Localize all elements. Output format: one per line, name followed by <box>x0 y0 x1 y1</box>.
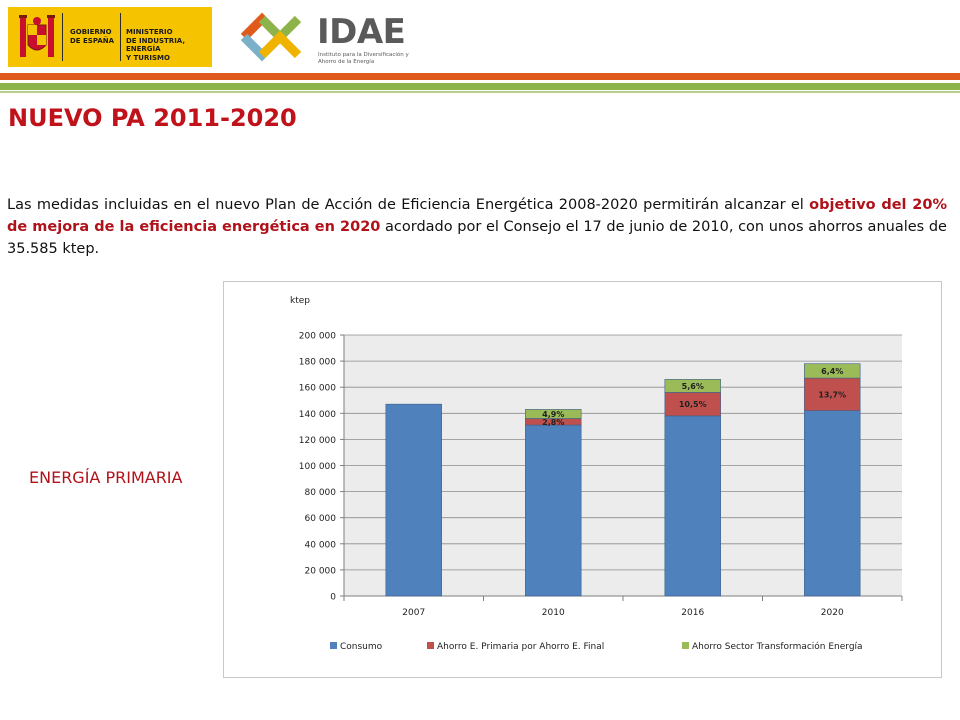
y-tick-label: 60 000 <box>305 514 337 524</box>
stacked-bar-chart: 0 20 000 40 000 60 000 80 000 100 000 120 000 1… <box>290 296 903 652</box>
bar-segment <box>664 379 721 393</box>
y-tick-label: 0 <box>330 593 336 603</box>
coat-of-arms-icon <box>19 15 55 57</box>
legend-swatch <box>330 642 337 649</box>
bar-segment <box>804 363 861 379</box>
divider <box>62 13 63 61</box>
y-tick-label: 40 000 <box>305 540 337 550</box>
header-band-orange <box>0 73 960 80</box>
data-label: 5,6% <box>682 382 704 391</box>
chart-container: 0 20 000 40 000 60 000 80 000 100 000 120 000 1… <box>223 281 942 678</box>
idae-wordmark: IDAE <box>317 12 406 52</box>
y-tick-label: 200 000 <box>299 332 336 342</box>
x-tick-label: 2020 <box>821 608 844 618</box>
bar-segment <box>525 409 582 419</box>
y-tick-label: 180 000 <box>299 358 336 368</box>
y-tick-label: 120 000 <box>299 436 336 446</box>
x-tick-label: 2007 <box>402 608 425 618</box>
header-band-green-thin <box>0 91 960 93</box>
y-tick-label: 80 000 <box>305 488 337 498</box>
bar-segment <box>804 377 861 411</box>
ministerio-text: MINISTERIO DE INDUSTRIA, ENERGÍA Y TURIS… <box>126 28 186 62</box>
data-label: 13,7% <box>818 390 846 399</box>
bar-segment <box>804 410 861 597</box>
gobierno-logo: GOBIERNO DE ESPAÑA MINISTERIO DE INDUSTR… <box>8 7 212 67</box>
legend-swatch <box>682 642 689 649</box>
x-tick-label: 2016 <box>681 608 704 618</box>
header: GOBIERNO DE ESPAÑA MINISTERIO DE INDUSTR… <box>0 0 960 76</box>
idae-subtitle: Instituto para la Diversificación y Ahor… <box>318 52 409 65</box>
idae-emblem-icon <box>240 12 302 62</box>
header-band-green <box>0 83 960 90</box>
page-title: NUEVO PA 2011-2020 <box>8 104 297 132</box>
data-label: 10,5% <box>679 400 707 409</box>
intro-highlight: objetivo del 20% de mejora de la eficien… <box>7 197 947 235</box>
idae-logo: IDAE Instituto para la Diversificación y… <box>222 4 422 70</box>
x-tick-label: 2010 <box>542 608 565 618</box>
data-label: 2,8% <box>542 418 564 427</box>
y-axis-label: ktep <box>290 296 310 306</box>
intro-text: acordado por el Consejo el 17 de junio d… <box>7 219 947 257</box>
bar-segment <box>664 415 721 597</box>
data-label: 4,9% <box>542 410 564 419</box>
gobierno-text: GOBIERNO DE ESPAÑA <box>70 28 115 45</box>
bar-segment <box>525 424 582 597</box>
bar-segment <box>385 403 442 597</box>
y-tick-label: 160 000 <box>299 384 336 394</box>
legend-swatch <box>427 642 434 649</box>
data-label: 6,4% <box>821 367 843 376</box>
legend-label: Ahorro Sector Transformación Energía <box>692 641 863 652</box>
divider <box>120 13 121 61</box>
y-tick-label: 100 000 <box>299 462 336 472</box>
legend-label: Ahorro E. Primaria por Ahorro E. Final <box>437 642 604 652</box>
y-tick-label: 140 000 <box>299 410 336 420</box>
y-tick-label: 20 000 <box>305 566 337 576</box>
intro-paragraph: Las medidas incluidas en el nuevo Plan d… <box>7 194 947 260</box>
intro-text: Las medidas incluidas en el nuevo Plan d… <box>7 197 810 213</box>
legend-label: Consumo <box>340 642 383 652</box>
section-label: ENERGÍA PRIMARIA <box>29 468 183 487</box>
